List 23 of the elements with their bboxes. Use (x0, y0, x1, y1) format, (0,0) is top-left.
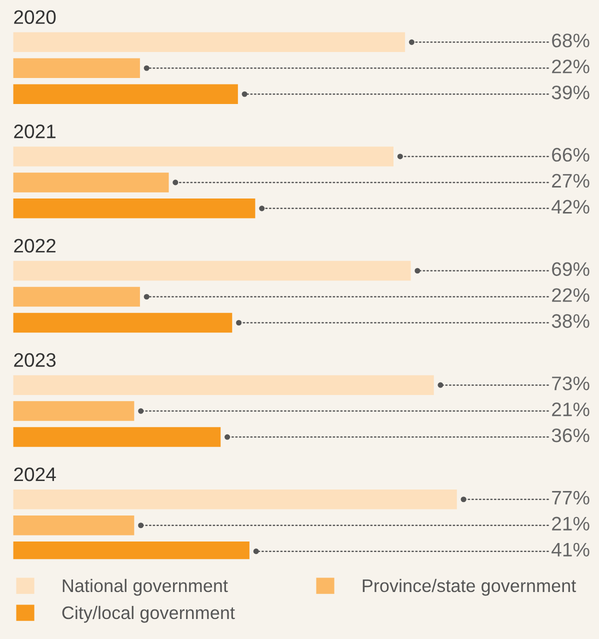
data-label: 27% (552, 174, 590, 188)
data-label: 41% (552, 542, 590, 556)
legend-label: National government (62, 578, 228, 596)
y-tick-label: 2020 (14, 10, 56, 24)
data-label: 21% (552, 516, 590, 530)
data-label: 77% (552, 490, 590, 505)
data-label: 22% (552, 288, 590, 302)
data-label: 38% (552, 314, 590, 328)
data-label: 39% (552, 86, 590, 100)
y-tick-label: 2024 (14, 467, 56, 482)
data-label: 68% (552, 34, 590, 48)
y-tick-label: 2021 (14, 124, 56, 138)
data-label: 22% (552, 60, 590, 74)
legend-label: City/local government (62, 606, 235, 623)
data-label: 42% (552, 200, 590, 214)
legend-label: Province/state government (362, 578, 576, 596)
data-label: 36% (552, 428, 590, 442)
data-label: 69% (552, 262, 590, 276)
data-label: 66% (552, 148, 590, 162)
y-tick-label: 2023 (14, 353, 56, 367)
data-label: 21% (552, 402, 590, 416)
data-label: 73% (552, 376, 590, 390)
y-tick-label: 2022 (14, 238, 56, 253)
